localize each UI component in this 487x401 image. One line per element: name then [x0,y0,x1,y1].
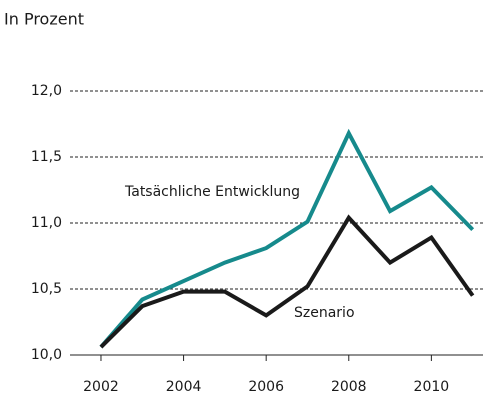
x-tick-label: 2006 [248,379,284,395]
series-label: Szenario [294,305,355,321]
y-axis-label: In Prozent [4,10,84,29]
y-tick-label: 12,0 [31,83,62,99]
series-line [99,128,475,349]
x-tick-label: 2008 [331,379,367,395]
y-tick-label: 10,0 [31,347,62,363]
x-tick-label: 2004 [166,379,202,395]
x-tick-label: 2002 [83,379,119,395]
y-tick-label: 11,5 [31,149,62,165]
x-tick-label: 2010 [414,379,450,395]
y-tick-label: 10,5 [31,281,62,297]
series-label: Tatsächliche Entwicklung [124,184,300,200]
y-tick-label: 11,0 [31,215,62,231]
series-line [99,214,475,349]
